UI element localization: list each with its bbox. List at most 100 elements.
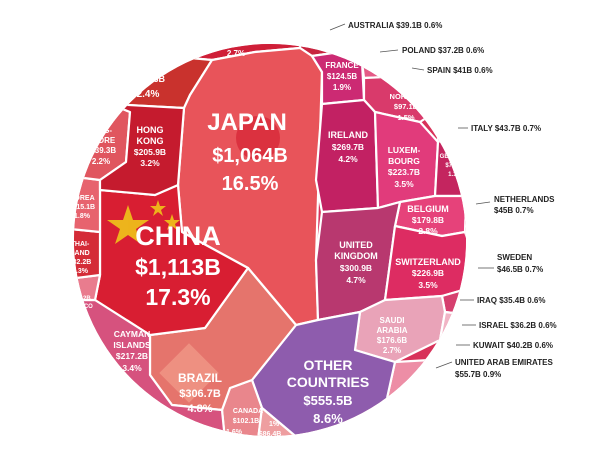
leader-lines xyxy=(329,23,494,369)
label-thailand-name1: THAI- xyxy=(71,241,90,248)
label-singapore-value: $139.3B xyxy=(86,146,116,155)
label-cayman-name2: ISLANDS xyxy=(113,340,151,350)
label-norway-value: $97.1B xyxy=(394,102,419,111)
label-uk-value: $300.9B xyxy=(340,263,372,273)
star-icon xyxy=(107,205,149,244)
cell-hongkong[interactable] xyxy=(98,102,186,197)
label-bermuda-value: $86.4B xyxy=(259,431,282,438)
label-canada-value: $102.1B xyxy=(233,418,259,425)
leader-uae xyxy=(435,361,453,369)
label-luxembourg-name1: LUXEM- xyxy=(388,145,421,155)
label-korea-value: $115.1B xyxy=(69,204,95,211)
cell-bermuda[interactable] xyxy=(256,406,302,440)
label-france-share: 1.9% xyxy=(333,83,351,92)
label-bermuda-share: 1% xyxy=(269,421,280,428)
label-japan-name: JAPAN xyxy=(207,109,287,136)
label-other-name1: OTHER xyxy=(304,357,353,373)
label-brazil-name: BRAZIL xyxy=(178,371,222,385)
leader-poland xyxy=(379,49,399,53)
ext-label-sweden-name: SWEDEN xyxy=(497,253,532,262)
label-saudi-name1: SAUDI xyxy=(380,316,405,325)
label-germany-share: 1.1% xyxy=(448,172,462,178)
label-brazil-share: 4.8% xyxy=(187,403,212,415)
label-taiwan-name: TAIWAN xyxy=(221,27,252,36)
cell-spain[interactable] xyxy=(360,53,434,80)
label-ireland-name: IRELAND xyxy=(328,130,368,140)
label-germany-value: $73.8B xyxy=(445,163,465,169)
label-japan-share: 16.5% xyxy=(222,173,279,195)
label-luxembourg-name2: BOURG xyxy=(388,156,420,166)
label-thailand-name2: LAND xyxy=(70,250,89,257)
label-switzerland-name: SWITZERLAND xyxy=(395,257,461,267)
label-france-name: FRANCE xyxy=(325,61,359,70)
label-saudi-share: 2.7% xyxy=(383,346,401,355)
label-mexico-name: MEXICO xyxy=(69,304,93,310)
cell-israel[interactable] xyxy=(438,310,470,342)
ext-label-australia: AUSTRALIA $39.1B 0.6% xyxy=(348,21,442,30)
cell-italy[interactable] xyxy=(430,73,470,144)
label-saudi-value: $176.6B xyxy=(377,336,407,345)
ext-label-spain: SPAIN $41B 0.6% xyxy=(427,66,493,75)
label-india-value: $155.3B xyxy=(131,74,166,84)
label-hongkong-name1: HONG xyxy=(137,125,164,135)
label-india-share: 2.4% xyxy=(137,89,160,100)
leader-australia xyxy=(329,23,346,31)
cell-sweden[interactable] xyxy=(470,238,480,300)
label-uk-name1: UNITED xyxy=(339,240,373,250)
label-korea-name: KOREA xyxy=(69,195,94,202)
label-switzerland-value: $226.9B xyxy=(412,268,444,278)
china-flag-stars xyxy=(107,200,180,244)
label-other-value: $555.5B xyxy=(303,393,352,408)
ext-label-israel: ISRAEL $36.2B 0.6% xyxy=(479,321,557,330)
label-other-name2: COUNTRIES xyxy=(287,374,369,390)
label-bermuda-name: BERMUDA xyxy=(248,441,284,448)
label-thailand-value: $82.2B xyxy=(69,259,92,266)
label-hongkong-value: $205.9B xyxy=(134,147,166,157)
label-france-value: $124.5B xyxy=(327,72,357,81)
ext-label-iraq: IRAQ $35.4B 0.6% xyxy=(477,296,545,305)
label-norway-name: NORWAY xyxy=(390,92,423,101)
label-hongkong-share: 3.2% xyxy=(140,158,160,168)
label-germany-name: GERMANY xyxy=(440,154,471,160)
ext-label-poland: POLAND $37.2B 0.6% xyxy=(402,46,484,55)
label-canada-name: CANADA xyxy=(233,408,263,415)
ext-label-netherlands-val: $45B 0.7% xyxy=(494,206,534,215)
label-mexico-value: $47.2B xyxy=(71,296,91,302)
star-icon xyxy=(150,200,166,216)
label-china-name: CHINA xyxy=(135,221,221,251)
label-china-share: 17.3% xyxy=(145,284,210,310)
label-taiwan-value: $171.1B xyxy=(221,38,251,47)
label-ireland-share: 4.2% xyxy=(338,154,358,164)
label-singapore-share: 2.2% xyxy=(92,157,110,166)
ext-label-sweden-val: $46.5B 0.7% xyxy=(497,265,543,274)
label-other-share: 8.6% xyxy=(313,411,343,426)
label-uk-share: 4.7% xyxy=(346,275,366,285)
label-canada-share: 1.6% xyxy=(226,429,243,436)
cell-netherlands[interactable] xyxy=(463,178,480,248)
ext-label-uae-val: $55.7B 0.9% xyxy=(455,370,501,379)
label-uk-name2: KINGDOM xyxy=(334,251,378,261)
label-cayman-share: 3.4% xyxy=(122,363,142,373)
star-icon xyxy=(164,214,180,230)
label-singapore-name2: APORE xyxy=(87,136,116,145)
label-korea-share: 1.8% xyxy=(74,213,91,220)
leader-netherlands xyxy=(475,201,491,205)
label-hongkong-name2: KONG xyxy=(137,136,164,146)
ext-label-kuwait: KUWAIT $40.2B 0.6% xyxy=(473,341,553,350)
label-brazil-value: $306.7B xyxy=(179,388,221,400)
label-belgium-share: 2.8% xyxy=(418,226,438,236)
leader-spain xyxy=(411,67,425,71)
japan-flag-circle xyxy=(236,116,280,160)
label-cayman-name1: CAYMAN xyxy=(114,329,151,339)
label-switzerland-share: 3.5% xyxy=(418,280,438,290)
label-luxembourg-value: $223.7B xyxy=(388,167,420,177)
label-india-name: INDIA xyxy=(134,62,161,73)
label-cayman-value: $217.2B xyxy=(116,351,148,361)
ext-label-italy: ITALY $43.7B 0.7% xyxy=(471,124,541,133)
label-ireland-value: $269.7B xyxy=(332,142,364,152)
label-taiwan-share: 2.7% xyxy=(227,49,245,58)
brazil-flag-diamond xyxy=(159,343,219,403)
label-belgium-value: $179.8B xyxy=(412,215,444,225)
label-thailand-share: 1.3% xyxy=(72,268,89,275)
